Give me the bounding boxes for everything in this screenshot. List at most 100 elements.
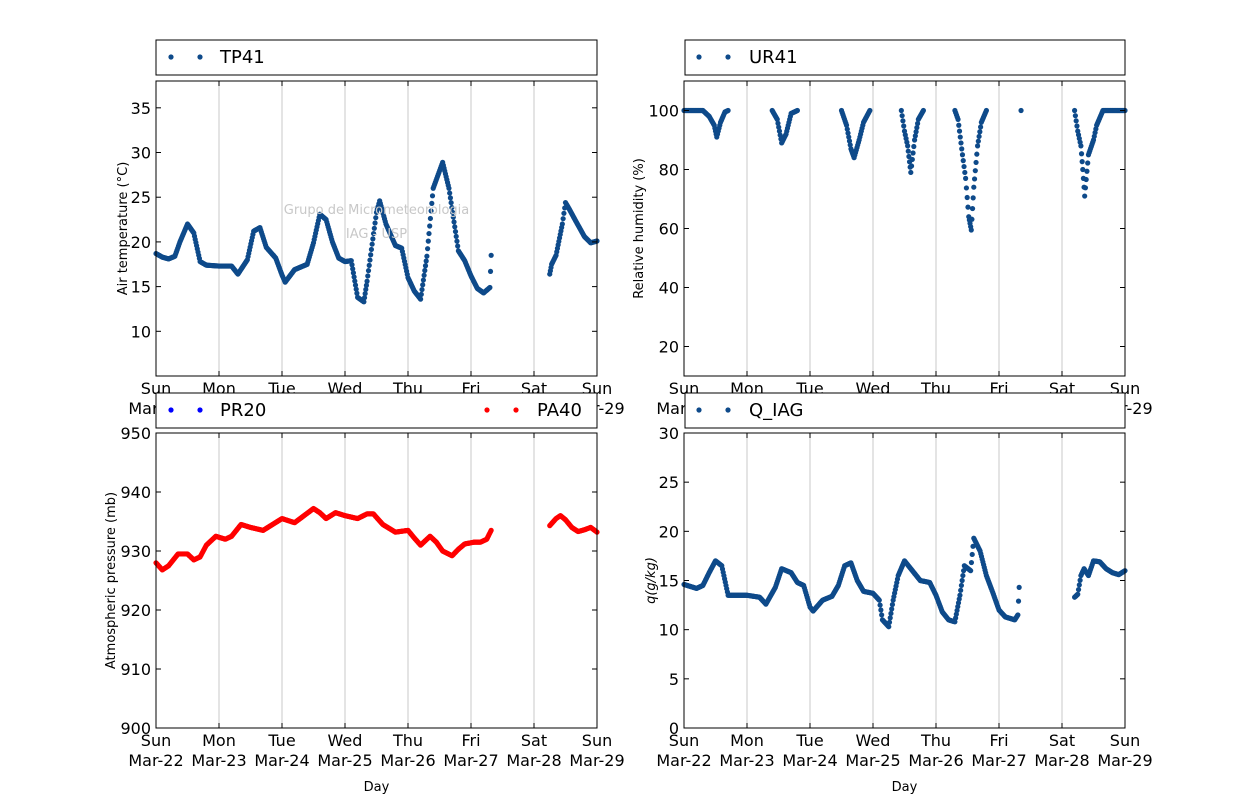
- x-tick-label-date: Mar-25: [317, 751, 372, 770]
- data-point: [455, 243, 461, 249]
- data-point: [969, 216, 975, 222]
- data-point: [451, 219, 457, 225]
- data-point: [901, 123, 907, 129]
- x-tick-label-day: Sat: [1049, 731, 1075, 750]
- data-point: [908, 169, 914, 176]
- data-point: [1078, 151, 1085, 157]
- data-point: [370, 230, 377, 237]
- y-tick-label: 25: [131, 188, 151, 207]
- y-tick-label: 950: [120, 424, 151, 443]
- data-point: [887, 615, 893, 621]
- data-point: [968, 227, 974, 233]
- x-tick-label-day: Fri: [989, 731, 1008, 750]
- data-point: [364, 278, 370, 284]
- data-point: [911, 137, 918, 143]
- data-point: [1015, 612, 1021, 618]
- data-point: [972, 168, 978, 174]
- x-tick-label-date: Mar-26: [380, 751, 435, 770]
- data-point: [968, 559, 975, 566]
- data-point: [959, 577, 965, 584]
- data-point: [1016, 584, 1022, 590]
- data-point: [361, 299, 367, 305]
- data-point: [889, 606, 895, 612]
- data-point: [361, 295, 368, 301]
- data-point: [352, 278, 358, 284]
- data-point: [454, 238, 460, 244]
- data-point: [446, 185, 452, 191]
- data-marks: [681, 535, 1128, 630]
- x-tick-label-day: Sun: [669, 731, 699, 750]
- data-point: [373, 215, 379, 221]
- watermark-line-2: IAG - USP: [346, 227, 407, 242]
- chart-panel-pressure: SunMar-22MonMar-23TueMar-24WedMar-25ThuM…: [104, 424, 625, 795]
- data-point: [915, 120, 921, 127]
- data-point: [725, 107, 731, 114]
- data-point: [910, 150, 916, 156]
- data-point: [488, 252, 494, 258]
- legend-marker: [197, 407, 203, 413]
- data-point: [964, 194, 970, 201]
- data-point: [453, 233, 459, 240]
- axes: SunMar-22MonMar-23TueMar-24WedMar-25ThuM…: [656, 424, 1152, 770]
- x-axis-label: Day: [892, 780, 918, 795]
- data-point: [911, 143, 917, 150]
- data-marks: [681, 107, 1128, 233]
- data-point: [955, 116, 961, 122]
- data-point: [963, 175, 969, 181]
- data-point: [1018, 107, 1024, 114]
- data-point: [906, 153, 912, 160]
- data-point: [427, 215, 433, 222]
- data-point: [969, 205, 976, 212]
- data-point: [968, 568, 974, 574]
- data-point: [452, 228, 459, 235]
- data-point: [369, 241, 375, 247]
- data-point: [889, 601, 896, 608]
- data-point: [956, 122, 962, 128]
- watermark-line-1: Grupo de Micrometeorologia: [284, 203, 470, 218]
- legend-specific-humidity: Q_IAG: [684, 392, 1126, 429]
- data-point: [963, 185, 969, 191]
- data-point: [420, 277, 426, 283]
- plot-frame: [683, 432, 1126, 729]
- data-point: [425, 246, 431, 252]
- legend-marker: [725, 54, 731, 60]
- data-point: [487, 268, 494, 275]
- legend-label-pr20: PR20: [220, 400, 266, 421]
- data-point: [898, 107, 904, 114]
- data-point: [899, 113, 905, 119]
- x-tick-label-date: Mar-22: [656, 751, 711, 770]
- data-point: [368, 246, 375, 253]
- legend-marker: [725, 407, 731, 413]
- data-point: [354, 290, 360, 296]
- data-point: [978, 124, 984, 130]
- legend-box: [155, 39, 598, 76]
- data-point: [350, 270, 356, 276]
- data-point: [971, 176, 978, 182]
- data-point: [450, 214, 456, 220]
- y-axis-label: Relative humidity (%): [632, 158, 647, 299]
- x-tick-label-date: Mar-22: [128, 751, 183, 770]
- data-point: [844, 126, 850, 132]
- x-tick-label-day: Thu: [920, 731, 951, 750]
- data-point: [1079, 159, 1085, 165]
- x-axis-label: Day: [364, 780, 390, 795]
- data-point: [847, 142, 853, 148]
- data-point: [776, 128, 783, 134]
- data-point: [867, 107, 873, 114]
- data-point: [419, 286, 425, 293]
- data-point: [487, 284, 493, 291]
- data-point: [905, 148, 911, 154]
- data-point: [366, 262, 372, 268]
- data-point: [348, 258, 354, 264]
- data-point: [427, 223, 433, 229]
- x-tick-label-day: Wed: [856, 731, 891, 750]
- data-point: [1072, 113, 1078, 119]
- data-point: [843, 122, 850, 128]
- x-tick-label-day: Sun: [582, 731, 612, 750]
- x-tick-label-day: Sun: [141, 731, 171, 750]
- data-point: [957, 134, 963, 140]
- data-point: [1082, 185, 1089, 191]
- y-tick-label: 80: [659, 161, 679, 180]
- data-point: [363, 286, 369, 293]
- data-point: [423, 258, 429, 264]
